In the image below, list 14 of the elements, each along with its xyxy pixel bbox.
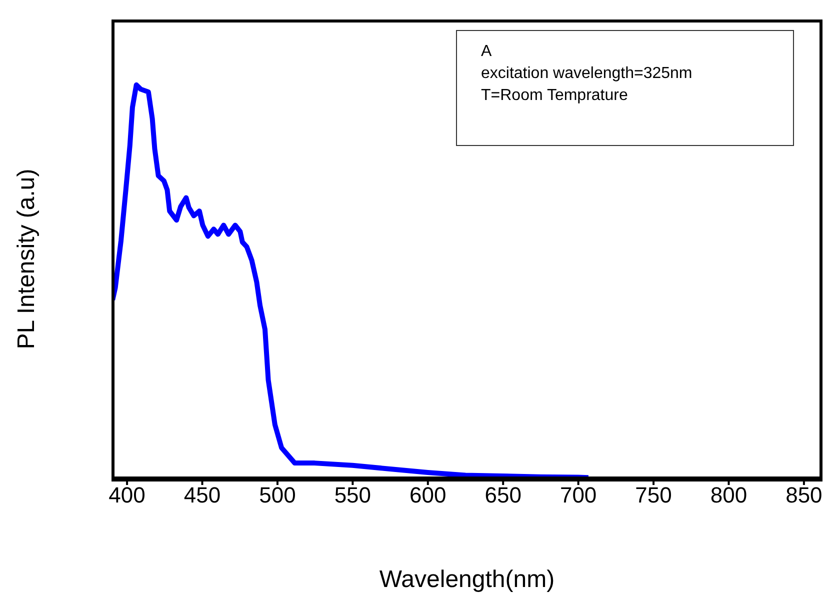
y-axis-title: PL Intensity (a.u) [13, 168, 40, 350]
x-tick-label: 650 [484, 482, 522, 508]
x-tick-label: 550 [334, 482, 372, 508]
x-tick-label: 600 [410, 482, 446, 508]
x-tick-label: 750 [635, 482, 672, 508]
x-tick-label: 500 [259, 482, 296, 508]
x-tick-label: 400 [108, 482, 146, 508]
x-tick-label: 800 [710, 482, 748, 508]
note-box: A excitation wavelength=325nm T=Room Temprature [456, 30, 794, 146]
x-tick-label: 850 [786, 482, 822, 508]
x-tick-label: 450 [184, 482, 221, 508]
x-tick-label: 700 [560, 482, 597, 508]
annotation: A excitation wavelength=325nm T=Room Temprature [481, 42, 694, 106]
x-axis-title: Wavelength(nm) [379, 566, 555, 594]
